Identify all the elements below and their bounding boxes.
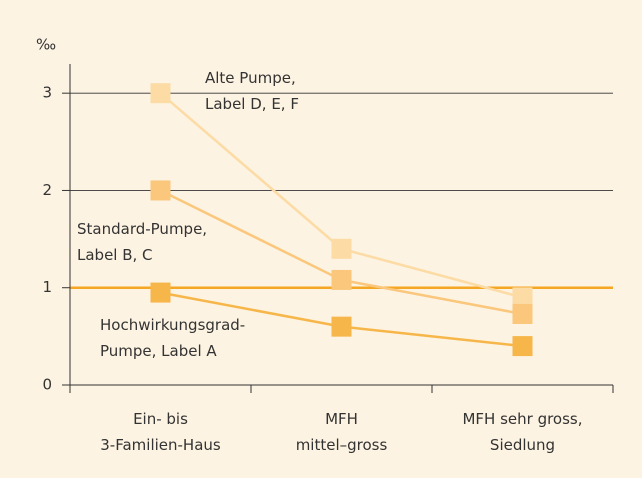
series-label: Hochwirkungsgrad-Pumpe, Label A: [100, 316, 245, 360]
x-tick-label: MFH mittel–gross: [296, 410, 388, 454]
y-tick-label: 1: [42, 278, 52, 296]
point-marker: [331, 316, 352, 337]
y-tick-label: 3: [42, 84, 52, 102]
y-tick-label: 2: [42, 181, 52, 199]
y-tick-label: 0: [42, 376, 52, 394]
x-tick-label: Ein- bis 3-Familien-Haus: [100, 410, 221, 454]
point-marker: [331, 238, 352, 259]
point-marker: [150, 282, 171, 303]
point-marker: [512, 336, 533, 357]
point-marker: [331, 269, 352, 290]
x-tick-label: MFH sehr gross, Siedlung: [462, 410, 582, 454]
point-marker: [150, 83, 171, 104]
point-marker: [150, 180, 171, 201]
series-label: Alte Pumpe, Label D, E, F: [205, 69, 299, 113]
series-label: Standard-Pumpe, Label B, C: [77, 220, 207, 264]
y-unit: ‰: [36, 36, 56, 54]
point-marker: [512, 303, 533, 324]
point-marker: [512, 287, 533, 308]
